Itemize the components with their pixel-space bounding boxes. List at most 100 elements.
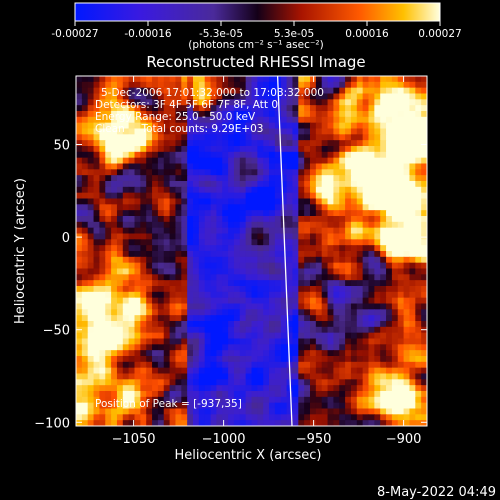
heatmap-cell bbox=[350, 116, 358, 124]
heatmap-cell bbox=[397, 169, 405, 176]
heatmap-cell bbox=[310, 93, 317, 100]
heatmap-cell bbox=[421, 221, 427, 229]
heatmap-cell bbox=[315, 286, 323, 293]
heatmap-cell bbox=[304, 297, 311, 305]
heatmap-cell bbox=[274, 414, 282, 421]
heatmap-cell bbox=[169, 262, 177, 270]
heatmap-cell bbox=[204, 204, 212, 211]
heatmap-cell bbox=[245, 251, 253, 258]
heatmap-cell bbox=[274, 111, 282, 118]
heatmap-cell bbox=[157, 128, 165, 135]
heatmap-cell bbox=[81, 402, 89, 410]
heatmap-cell bbox=[222, 321, 229, 328]
heatmap-cell bbox=[315, 338, 323, 345]
heatmap-cell bbox=[111, 221, 118, 229]
heatmap-cell bbox=[321, 291, 329, 299]
heatmap-cell bbox=[93, 379, 100, 386]
heatmap-cell bbox=[298, 151, 305, 159]
heatmap-cell bbox=[339, 297, 346, 305]
heatmap-cell bbox=[105, 157, 112, 165]
heatmap-cell bbox=[310, 245, 317, 252]
heatmap-cell bbox=[350, 291, 358, 299]
heatmap-cell bbox=[397, 274, 405, 281]
heatmap-cell bbox=[193, 373, 200, 380]
heatmap-cell bbox=[128, 379, 136, 386]
heatmap-cell bbox=[298, 169, 305, 176]
heatmap-cell bbox=[257, 175, 264, 182]
heatmap-cell bbox=[128, 245, 136, 252]
heatmap-cell bbox=[304, 391, 311, 398]
heatmap-cell bbox=[391, 379, 399, 386]
heatmap-cell bbox=[93, 315, 100, 322]
heatmap-cell bbox=[169, 134, 177, 141]
heatmap-cell bbox=[397, 344, 405, 351]
heatmap-cell bbox=[146, 134, 153, 141]
heatmap-cell bbox=[380, 221, 387, 229]
heatmap-cell bbox=[198, 221, 206, 229]
heatmap-cell bbox=[128, 344, 136, 351]
heatmap-cell bbox=[315, 111, 323, 118]
heatmap-cell bbox=[304, 192, 311, 200]
heatmap-cell bbox=[391, 420, 399, 426]
heatmap-cell bbox=[146, 361, 153, 369]
heatmap-cell bbox=[76, 181, 83, 188]
heatmap-cell bbox=[163, 198, 171, 205]
heatmap-cell bbox=[239, 256, 247, 264]
heatmap-cell bbox=[175, 420, 182, 426]
heatmap-cell bbox=[333, 146, 340, 153]
heatmap-cell bbox=[222, 116, 229, 124]
heatmap-cell bbox=[175, 198, 182, 205]
heatmap-cell bbox=[345, 344, 352, 351]
heatmap-cell bbox=[327, 268, 334, 275]
heatmap-cell bbox=[298, 268, 305, 275]
heatmap-cell bbox=[310, 344, 317, 351]
heatmap-cell bbox=[187, 81, 194, 89]
heatmap-cell bbox=[310, 239, 317, 246]
heatmap-cell bbox=[193, 181, 200, 188]
heatmap-cell bbox=[333, 128, 340, 135]
heatmap-cell bbox=[274, 262, 282, 270]
heatmap-cell bbox=[228, 391, 235, 398]
heatmap-cell bbox=[356, 134, 364, 141]
heatmap-cell bbox=[315, 379, 323, 386]
heatmap-cell bbox=[169, 321, 177, 328]
heatmap-cell bbox=[181, 256, 188, 264]
heatmap-cell bbox=[310, 367, 317, 375]
heatmap-cell bbox=[228, 350, 235, 357]
heatmap-cell bbox=[251, 361, 258, 369]
heatmap-cell bbox=[345, 350, 352, 357]
heatmap-cell bbox=[99, 163, 106, 170]
heatmap-cell bbox=[333, 93, 340, 100]
heatmap-cell bbox=[333, 198, 340, 205]
heatmap-cell bbox=[111, 157, 118, 165]
heatmap-cell bbox=[245, 315, 253, 322]
heatmap-cell bbox=[157, 186, 165, 194]
heatmap-cell bbox=[76, 367, 83, 375]
heatmap-cell bbox=[374, 373, 381, 380]
heatmap-cell bbox=[251, 332, 258, 340]
heatmap-cell bbox=[87, 116, 95, 124]
heatmap-cell bbox=[228, 146, 235, 153]
heatmap-cell bbox=[187, 385, 194, 392]
heatmap-cell bbox=[409, 321, 416, 328]
heatmap-cell bbox=[345, 239, 352, 246]
heatmap-cell bbox=[421, 93, 427, 100]
heatmap-cell bbox=[128, 303, 136, 310]
heatmap-cell bbox=[233, 122, 241, 130]
heatmap-cell bbox=[315, 268, 323, 275]
heatmap-cell bbox=[128, 286, 136, 293]
heatmap-cell bbox=[152, 379, 159, 386]
heatmap-cell bbox=[286, 291, 294, 299]
heatmap-cell bbox=[157, 262, 165, 270]
heatmap-cell bbox=[111, 128, 118, 135]
heatmap-cell bbox=[321, 210, 329, 217]
heatmap-cell bbox=[257, 140, 264, 147]
heatmap-cell bbox=[181, 350, 188, 357]
heatmap-cell bbox=[116, 192, 124, 200]
heatmap-cell bbox=[228, 303, 235, 310]
heatmap-cell bbox=[397, 210, 405, 217]
heatmap-cell bbox=[187, 373, 194, 380]
heatmap-cell bbox=[122, 408, 130, 415]
heatmap-cell bbox=[403, 361, 411, 369]
heatmap-cell bbox=[251, 181, 258, 188]
